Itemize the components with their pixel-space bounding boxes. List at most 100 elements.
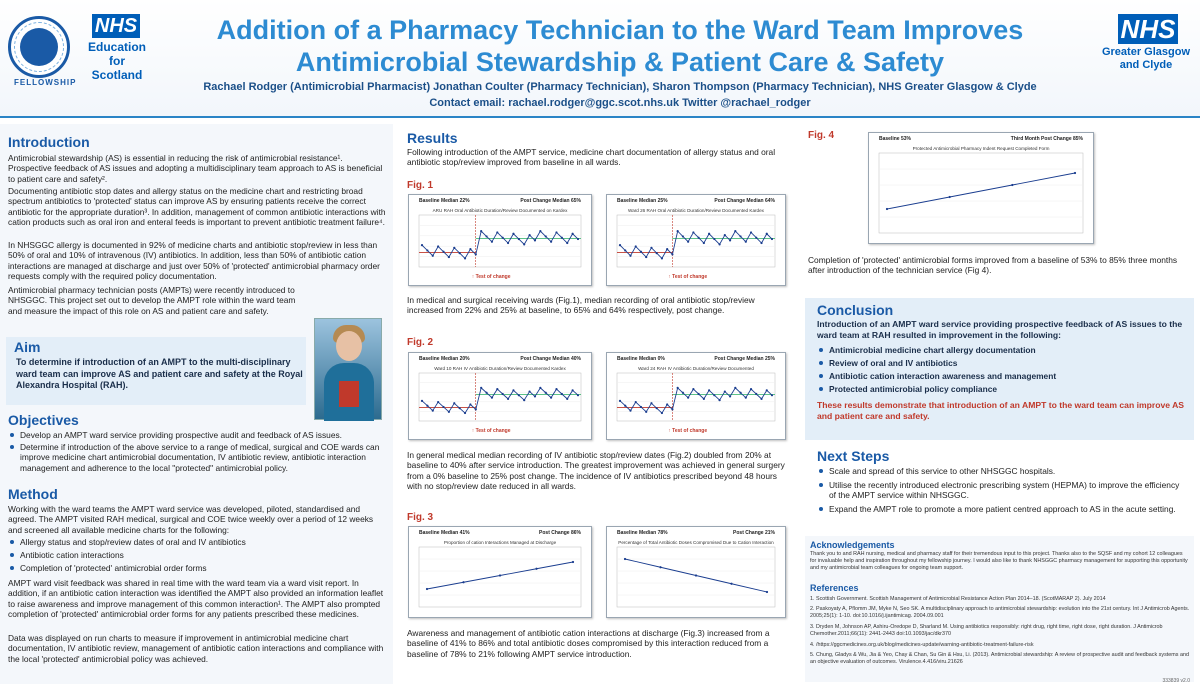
chart-point <box>437 400 440 404</box>
chart-point <box>442 405 445 409</box>
chart-point <box>490 396 494 399</box>
chart-post-change-label: Post Change Median 40% <box>520 356 581 362</box>
chart-point <box>692 388 695 391</box>
chart-point <box>458 407 461 410</box>
figure-3-label: Fig. 3 <box>407 512 434 523</box>
chart-point <box>431 254 434 257</box>
chart-point <box>420 244 424 247</box>
chart-post-change-label: Post Change Median 25% <box>714 356 775 362</box>
chart-series-line <box>619 230 773 260</box>
chart-point <box>697 392 700 396</box>
chart-point <box>749 388 753 391</box>
chart-point <box>770 237 774 241</box>
chart-series-line <box>421 230 579 260</box>
chart-point <box>660 257 664 260</box>
chart-point <box>655 407 658 410</box>
chart-point <box>1073 171 1077 175</box>
method-paragraph-1: Working with the ward teams the AMPT war… <box>8 504 374 535</box>
chart-test-of-change-label: ↑ Test of change <box>668 428 708 434</box>
chart-point <box>650 246 653 249</box>
introduction-paragraph-4: Antimicrobial pharmacy technician posts … <box>8 285 296 316</box>
chart-point <box>576 394 580 397</box>
reference-5: 5. Chung, Gladys & Wu, Jia & Yeo, Chay &… <box>810 652 1189 665</box>
chart-point <box>676 230 679 233</box>
poster-contact: Contact email: rachael.rodger@ggc.scot.n… <box>429 97 811 109</box>
chart-point <box>702 397 705 400</box>
chart-point <box>469 403 472 406</box>
chart-point <box>512 232 515 235</box>
chart-point <box>634 400 637 404</box>
chart-point <box>687 240 690 243</box>
chart-baseline-label: Baseline Median 22% <box>419 198 470 204</box>
chart-point <box>624 249 627 252</box>
chart-point <box>498 574 502 577</box>
acknowledgements-text: Thank you to and RAH nursing, medical an… <box>810 551 1188 571</box>
chart-point <box>629 409 632 412</box>
chart-point <box>463 411 467 415</box>
chart-point <box>533 239 537 242</box>
chart-point <box>453 246 456 249</box>
introduction-heading: Introduction <box>8 134 90 150</box>
chart-point <box>480 230 483 233</box>
chart-point <box>442 250 445 253</box>
chart-point <box>528 233 531 237</box>
chart-point <box>496 388 499 391</box>
reference-4: 4. /https://ggcmedicines.org.uk/blog/med… <box>810 642 1034 648</box>
conclusion-box: Conclusion Introduction of an AMPT ward … <box>805 298 1194 440</box>
acknowledgements-box <box>805 536 1194 682</box>
chart-post-change-label: Post Change Median 64% <box>714 198 775 204</box>
chart-frame <box>418 214 582 268</box>
chart-title: Percentage of Total Antibiotic Doses Com… <box>618 540 774 545</box>
chart-point <box>687 396 690 399</box>
chart-point <box>697 236 700 239</box>
chart-point <box>425 587 429 591</box>
objectives-heading: Objectives <box>8 412 79 428</box>
chart-point <box>666 248 669 251</box>
chart-point <box>708 232 711 235</box>
chart-point <box>560 236 563 239</box>
chart-title: Ward 10 RAH IV Antibiotic Duration/Revie… <box>434 366 566 371</box>
chart-point <box>639 405 643 409</box>
chart-point <box>490 240 494 243</box>
chart-point <box>544 391 547 394</box>
chart-point <box>645 255 648 259</box>
method-heading: Method <box>8 486 58 502</box>
chart-point <box>474 408 477 411</box>
figure-1-text: In medical and surgical receiving wards … <box>407 295 755 316</box>
chart-point <box>730 582 733 585</box>
method-paragraph-2: AMPT ward visit feedback was shared in r… <box>8 578 384 620</box>
figure-1-label: Fig. 1 <box>407 180 434 191</box>
chart-point <box>517 237 520 241</box>
poster-authors: Rachael Rodger (Antimicrobial Pharmacist… <box>203 81 1037 93</box>
chart-test-of-change-label: ↑ Test of change <box>471 428 511 434</box>
reference-1: 1. Scottish Government. Scottish Managem… <box>810 596 1106 602</box>
chart-point <box>501 392 504 396</box>
chart-point <box>512 389 515 392</box>
chart-point <box>623 557 627 561</box>
chart-point <box>501 236 504 239</box>
chart-point <box>469 248 472 251</box>
chart-point <box>734 386 737 389</box>
chart-point <box>744 396 747 399</box>
conclusion-item-1: Antimicrobial medicine chart allergy doc… <box>817 345 1036 355</box>
chart-point <box>420 399 424 402</box>
chart-fig3-doses-compromised: Baseline Median 78% Post Change 21% Percen… <box>606 526 786 618</box>
author-photo <box>314 318 382 421</box>
chart-test-of-change-label: ↑ Test of change <box>668 274 708 280</box>
chart-point <box>506 397 510 400</box>
chart-plot <box>418 372 582 422</box>
chart-point <box>485 235 488 238</box>
chart-point <box>571 232 574 235</box>
chart-point <box>555 231 558 234</box>
chart-point <box>702 241 705 245</box>
conclusion-intro: Introduction of an AMPT ward service pro… <box>817 319 1183 340</box>
figure-2-label: Fig. 2 <box>407 337 434 348</box>
chart-baseline-label: Baseline Median 25% <box>617 198 668 204</box>
chart-point <box>681 391 684 394</box>
introduction-paragraph-3: In NHSGGC allergy is documented in 92% o… <box>8 240 380 282</box>
chart-point <box>550 396 553 399</box>
chart-point <box>713 394 716 397</box>
conclusion-heading: Conclusion <box>817 302 894 318</box>
chart-fig4-protected-forms: Baseline 53% Third Month Post Change 85% P… <box>868 132 1094 244</box>
chart-fig1-ward26: Baseline Median 25% Post Change Median 64… <box>606 194 786 286</box>
